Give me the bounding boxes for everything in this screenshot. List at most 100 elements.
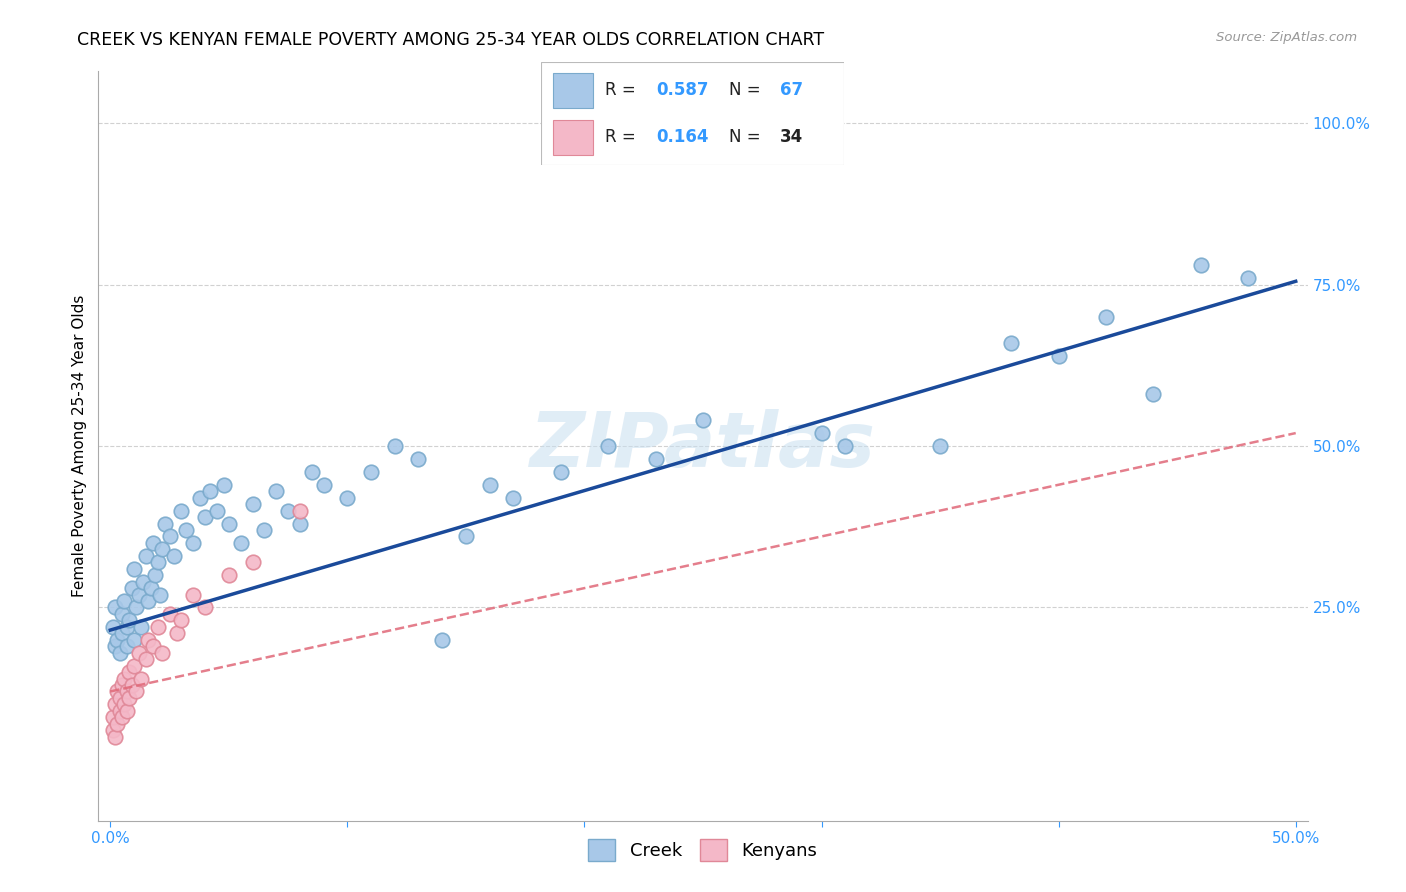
Text: N =: N = [728,81,766,99]
Point [194,510,217,524]
Point [218,516,240,531]
Point [174,523,197,537]
FancyBboxPatch shape [541,62,844,165]
Point [1000,335,1022,350]
Point [644,451,666,466]
Point [929,439,952,453]
Point [111,607,134,621]
Point [181,588,204,602]
Point [288,516,311,531]
Point [550,465,572,479]
Point [108,704,131,718]
Point [288,503,311,517]
Point [198,484,221,499]
Point [101,723,124,738]
Point [108,690,131,705]
Point [194,600,217,615]
Point [242,497,264,511]
Text: R =: R = [605,128,641,146]
Point [125,684,148,698]
Point [104,698,127,712]
Point [454,529,477,543]
Point [105,716,128,731]
Point [135,549,157,563]
Point [360,465,382,479]
Point [111,678,134,692]
Point [153,516,176,531]
Point [277,503,299,517]
Point [142,639,165,653]
Text: 67: 67 [780,81,803,99]
Point [115,639,138,653]
Point [111,626,134,640]
Point [146,620,169,634]
Point [129,620,152,634]
Point [218,568,240,582]
Text: N =: N = [728,128,766,146]
Point [104,639,127,653]
Point [115,620,138,634]
Point [118,690,141,705]
Point [384,439,406,453]
Point [118,665,141,679]
Point [301,465,323,479]
Point [408,451,430,466]
Point [1142,387,1164,401]
Text: 0.587: 0.587 [657,81,709,99]
Point [114,594,136,608]
Point [105,684,128,698]
Point [152,542,174,557]
Point [122,632,145,647]
Point [122,562,145,576]
Point [159,529,181,543]
Text: CREEK VS KENYAN FEMALE POVERTY AMONG 25-34 YEAR OLDS CORRELATION CHART: CREEK VS KENYAN FEMALE POVERTY AMONG 25-… [77,31,824,49]
Point [159,607,181,621]
Point [132,574,155,589]
Point [142,536,165,550]
Point [478,477,501,491]
Point [115,684,138,698]
Point [598,439,620,453]
Point [118,614,141,628]
Point [111,710,134,724]
Point [170,614,193,628]
Point [190,491,212,505]
Point [810,426,832,441]
Point [136,632,159,647]
FancyBboxPatch shape [554,73,593,108]
Point [121,581,143,595]
Point [312,477,335,491]
Point [128,646,150,660]
Point [242,555,264,569]
Point [136,594,159,608]
Point [135,652,157,666]
Point [336,491,359,505]
Point [163,549,186,563]
Point [114,698,136,712]
Text: R =: R = [605,81,641,99]
Point [101,710,124,724]
Point [104,730,127,744]
Point [264,484,287,499]
Point [253,523,276,537]
Text: ZIPatlas: ZIPatlas [530,409,876,483]
Point [181,536,204,550]
Point [205,503,228,517]
Y-axis label: Female Poverty Among 25-34 Year Olds: Female Poverty Among 25-34 Year Olds [72,295,87,597]
Point [170,503,193,517]
Point [122,658,145,673]
Text: 34: 34 [780,128,803,146]
Point [121,678,143,692]
FancyBboxPatch shape [554,120,593,155]
Point [101,620,124,634]
Point [152,646,174,660]
Point [128,588,150,602]
Point [143,568,166,582]
Point [166,626,188,640]
Point [212,477,235,491]
Text: 0.164: 0.164 [657,128,709,146]
Point [129,672,152,686]
Point [125,600,148,615]
Point [1237,271,1260,285]
Point [146,555,169,569]
